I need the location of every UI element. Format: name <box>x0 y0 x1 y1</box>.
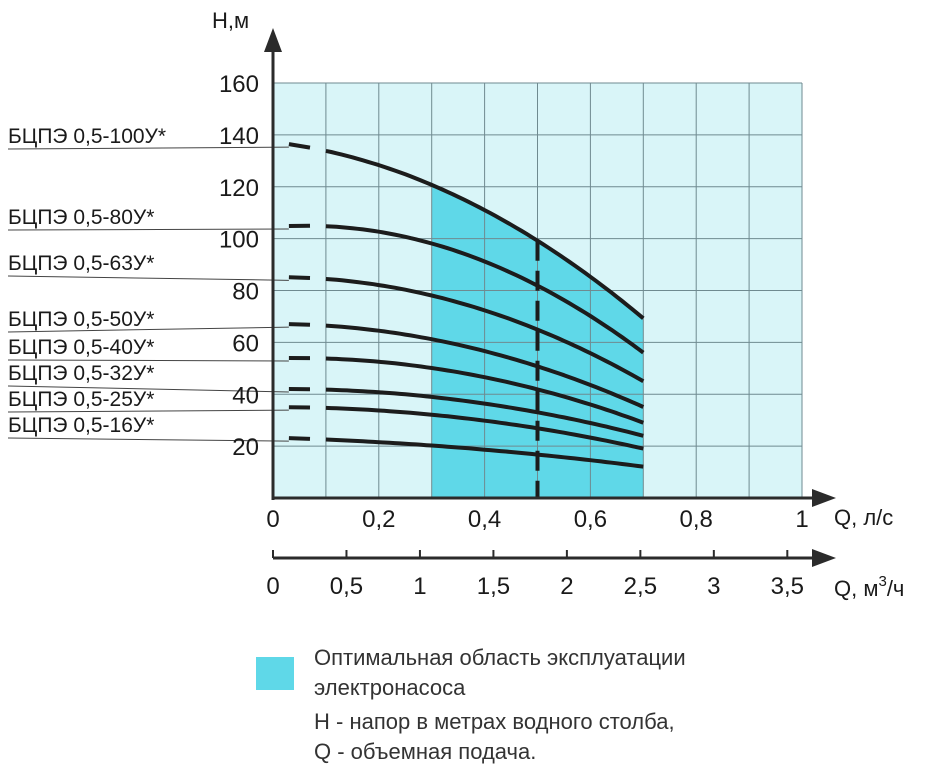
x2-tick-label: 2,5 <box>624 573 657 600</box>
x2-tick-label: 1,5 <box>477 573 510 600</box>
label-leader <box>7 146 289 150</box>
y-tick-label: 80 <box>232 279 259 306</box>
note-head: Н - напор в метрах водного столба, <box>314 709 675 734</box>
x2-tick-label: 1 <box>413 573 426 600</box>
label-leader <box>7 228 289 231</box>
y-tick-label: 100 <box>219 227 259 254</box>
x2-tick-label: 3 <box>707 573 720 600</box>
x-tick-label: 0,8 <box>680 506 713 533</box>
x-axis-arrow <box>812 489 836 507</box>
note-flow: Q - объемная подача. <box>314 739 537 764</box>
model-label: БЦПЭ 0,5-63У* <box>8 252 154 275</box>
label-leader <box>7 385 289 393</box>
model-label: БЦПЭ 0,5-50У* <box>8 308 154 331</box>
model-label: БЦПЭ 0,5-80У* <box>8 206 154 229</box>
label-leader <box>7 275 289 281</box>
y-tick-label: 140 <box>219 123 259 150</box>
pump-curve <box>325 387 644 438</box>
y-tick-label: 60 <box>232 330 259 357</box>
label-leader <box>7 359 289 362</box>
x2-axis-title-sup: 3 <box>878 573 886 590</box>
x-tick-label: 0,2 <box>362 506 395 533</box>
x-tick-label: 0,4 <box>468 506 501 533</box>
x2-tick-label: 3,5 <box>771 573 804 600</box>
pump-curve <box>325 277 645 383</box>
y-tick-label: 40 <box>232 382 259 409</box>
x-tick-label: 0,6 <box>574 506 607 533</box>
x2-tick-label: 2 <box>560 573 573 600</box>
curve-start-dash <box>288 142 311 150</box>
x2-axis-title: Q, м3/ч <box>834 573 904 601</box>
pump-curve <box>325 323 645 409</box>
y-tick-label: 20 <box>232 434 259 461</box>
y-axis-title: H,м <box>212 8 249 33</box>
legend-optimal-line2: электронасоса <box>314 675 466 700</box>
pump-curve <box>325 405 644 451</box>
pump-curves <box>288 142 645 469</box>
model-label: БЦПЭ 0,5-32У* <box>8 362 154 385</box>
model-label: БЦПЭ 0,5-25У* <box>8 388 154 411</box>
curve-start-dash <box>288 322 311 327</box>
x2-axis-arrow <box>812 549 836 567</box>
x2-axis-title-suffix: /ч <box>887 576 905 601</box>
y-tick-label: 160 <box>219 71 259 98</box>
tick-labels: 20 40 60 80 100 120 140 160 0 0,2 0,4 0,6 0,8 1 0 0,5 1 1… <box>219 71 809 600</box>
x-tick-label: 1 <box>795 506 808 533</box>
x-tick-label: 0 <box>266 506 279 533</box>
y-tick-label: 120 <box>219 175 259 202</box>
x2-tick-label: 0 <box>266 573 279 600</box>
legend-optimal-label: Оптимальная область эксплуатации электро… <box>314 643 914 703</box>
model-label: БЦПЭ 0,5-16У* <box>8 414 154 437</box>
pump-curve <box>325 356 645 425</box>
x2-tick-label: 0,5 <box>330 573 363 600</box>
curve-start-dash <box>288 275 311 280</box>
legend-swatch-optimal <box>256 657 294 690</box>
legend-optimal-line1: Оптимальная область эксплуатации <box>314 645 686 670</box>
model-label: БЦПЭ 0,5-100У* <box>8 125 166 148</box>
model-labels: БЦПЭ 0,5-100У* БЦПЭ 0,5-80У* БЦПЭ 0,5-63У*… <box>8 125 166 437</box>
label-leader <box>7 437 289 442</box>
x-axis-title: Q, л/с <box>834 505 893 530</box>
pump-curve <box>325 148 645 320</box>
y-axis-arrow <box>264 28 282 52</box>
model-label: БЦПЭ 0,5-40У* <box>8 336 154 359</box>
legend-notes: Н - напор в метрах водного столба, Q - о… <box>314 707 914 767</box>
pump-curve <box>325 437 644 469</box>
label-leader <box>7 409 289 413</box>
label-leader-lines <box>7 146 289 442</box>
curve-start-dash <box>288 436 311 441</box>
pump-curve <box>325 224 645 355</box>
label-leader <box>7 326 289 333</box>
x2-axis-title-prefix: Q, м <box>834 576 878 601</box>
axes <box>264 28 836 567</box>
